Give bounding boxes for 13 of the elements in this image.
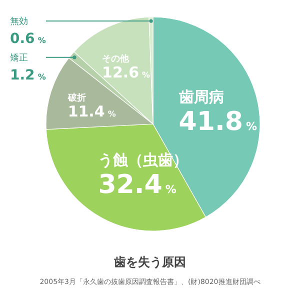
- text: 歯を失う原因: [113, 255, 186, 269]
- slice-label: 破折: [66, 92, 86, 104]
- data-label: 12.6%: [102, 64, 150, 82]
- slice-label: 矯正: [10, 52, 28, 64]
- slice-label: その他: [102, 54, 130, 65]
- data-label: 11.4%: [68, 102, 116, 121]
- data-label: 41.8%: [178, 106, 257, 137]
- slice-label: 歯周病: [178, 88, 224, 106]
- data-label: 1.2%: [10, 67, 46, 84]
- slice-label: う蝕（虫歯）: [98, 150, 188, 169]
- data-label: 32.4%: [98, 170, 176, 200]
- slice-label: 無効: [10, 16, 28, 28]
- data-label: 0.6%: [10, 31, 46, 48]
